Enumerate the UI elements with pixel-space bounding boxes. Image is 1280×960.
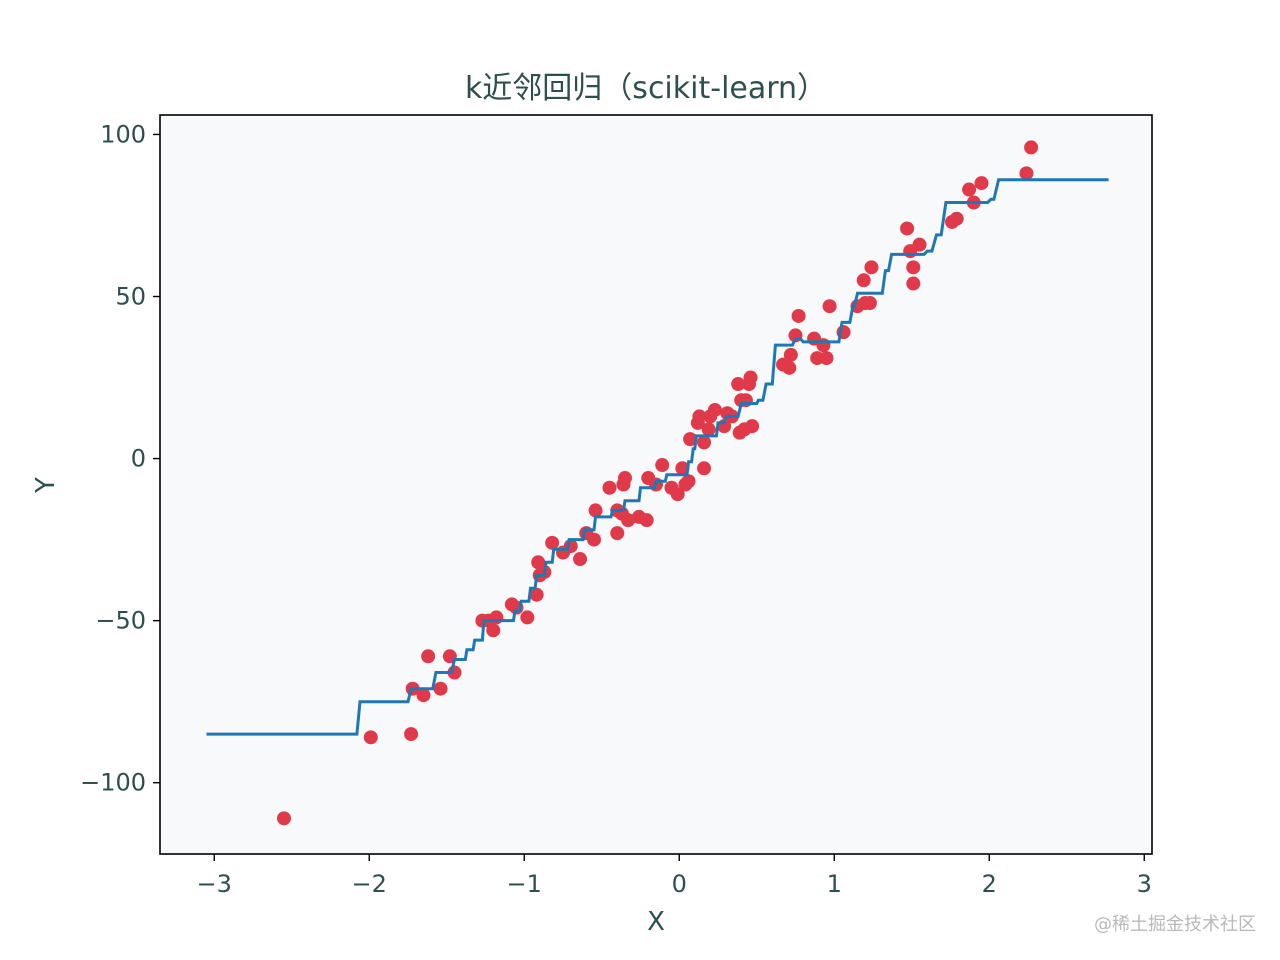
- scatter-point-65: [783, 347, 798, 362]
- y-tick-label: −50: [95, 607, 146, 635]
- scatter-point-78: [864, 260, 879, 275]
- y-tick-label: 100: [100, 120, 146, 148]
- scatter-point-16: [529, 587, 544, 602]
- scatter-point-64: [782, 360, 797, 375]
- scatter-point-77: [862, 295, 877, 310]
- scatter-point-12: [489, 610, 504, 625]
- scatter-point-5: [421, 649, 436, 664]
- scatter-point-15: [520, 610, 535, 625]
- x-tick-label: 2: [982, 870, 997, 898]
- scatter-point-81: [906, 260, 921, 275]
- scatter-point-49: [701, 422, 716, 437]
- scatter-point-38: [655, 458, 670, 473]
- x-axis-ticks: −3 −2 −1 0 1 2 3: [197, 854, 1152, 898]
- scatter-point-43: [681, 474, 696, 489]
- chart-title: k近邻回归（scikit-learn）: [465, 71, 827, 106]
- scatter-point-48: [697, 435, 712, 450]
- scatter-point-75: [856, 273, 871, 288]
- scatter-point-11: [486, 623, 501, 638]
- scatter-point-35: [639, 513, 654, 528]
- scatter-point-55: [731, 377, 746, 392]
- scatter-point-62: [745, 419, 760, 434]
- y-axis-ticks: −100 −50 0 50 100: [80, 120, 160, 797]
- x-tick-label: −2: [352, 870, 387, 898]
- y-tick-label: 50: [115, 283, 146, 311]
- watermark: @稀土掘金技术社区: [1094, 914, 1256, 935]
- scatter-point-72: [822, 299, 837, 314]
- scatter-point-71: [819, 351, 834, 366]
- x-tick-label: 1: [827, 870, 842, 898]
- scatter-point-90: [1024, 140, 1039, 155]
- scatter-point-41: [675, 461, 690, 476]
- x-tick-label: −1: [507, 870, 542, 898]
- y-axis-label: Y: [31, 477, 61, 494]
- scatter-point-46: [692, 409, 707, 424]
- scatter-point-40: [670, 487, 685, 502]
- scatter-point-89: [1019, 166, 1034, 181]
- x-axis-label: X: [647, 907, 665, 937]
- scatter-point-47: [697, 461, 712, 476]
- scatter-point-51: [707, 402, 722, 417]
- scatter-point-33: [621, 513, 636, 528]
- scatter-point-22: [563, 539, 578, 554]
- scatter-point-44: [683, 432, 698, 447]
- plot-frame: [159, 114, 1153, 855]
- scatter-point-88: [974, 176, 989, 191]
- scatter-point-26: [588, 503, 603, 518]
- scatter-point-20: [545, 535, 560, 550]
- y-tick-label: −100: [80, 769, 146, 797]
- scatter-point-2: [404, 727, 419, 742]
- scatter-point-1: [363, 730, 378, 745]
- y-tick-label: 0: [131, 445, 146, 473]
- scatter-point-23: [573, 552, 588, 567]
- prediction-step-line: [206, 178, 1109, 736]
- scatter-point-27: [602, 480, 617, 495]
- x-tick-label: 0: [672, 870, 687, 898]
- scatter-point-82: [906, 276, 921, 291]
- scatter-point-6: [433, 681, 448, 696]
- x-tick-label: 3: [1137, 870, 1152, 898]
- scatter-point-86: [962, 182, 977, 197]
- scatter-point-67: [791, 308, 806, 323]
- scatter-point-0: [277, 811, 291, 826]
- scatter-point-25: [587, 532, 601, 547]
- scatter-point-83: [912, 237, 927, 252]
- scatter-point-79: [900, 221, 915, 236]
- scatter-point-61: [743, 370, 758, 385]
- scatter-point-70: [816, 338, 831, 353]
- x-tick-label: −3: [197, 870, 232, 898]
- knn-prediction-line: [206, 178, 1109, 736]
- scatter-point-29: [610, 526, 625, 541]
- scatter-point-85: [949, 211, 964, 226]
- scatter-point-4: [416, 688, 431, 703]
- scatter-point-32: [618, 471, 632, 486]
